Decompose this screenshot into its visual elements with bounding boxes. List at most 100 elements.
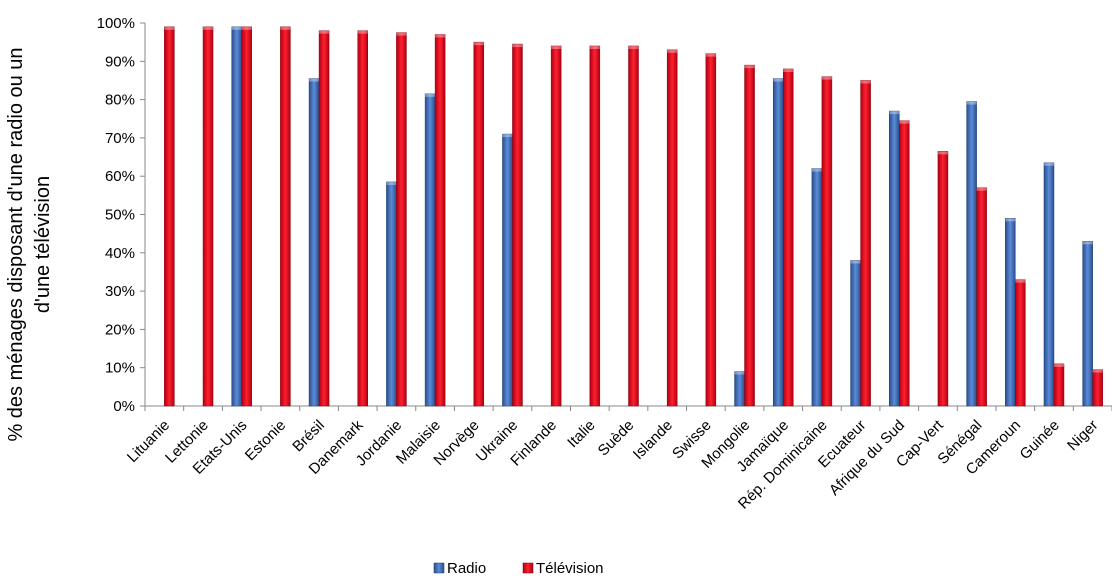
legend-swatch-radio bbox=[433, 562, 445, 574]
y-tick-label: 70% bbox=[105, 130, 135, 147]
bar-bevel bbox=[589, 45, 600, 49]
bar-bevel bbox=[512, 44, 523, 48]
bar-bevel bbox=[744, 65, 755, 69]
bar-bevel bbox=[1043, 162, 1054, 166]
bar-television bbox=[202, 26, 214, 407]
bar-television bbox=[318, 30, 330, 407]
bar-radio bbox=[424, 93, 436, 407]
bar-television bbox=[744, 64, 755, 407]
bar-bevel bbox=[309, 78, 320, 82]
bar-bevel bbox=[889, 111, 900, 115]
y-tick-label: 40% bbox=[105, 245, 135, 262]
legend: Radio Télévision bbox=[433, 560, 604, 577]
x-tick-label: Italie bbox=[564, 417, 598, 451]
bar-television bbox=[1053, 363, 1065, 407]
bar-bevel bbox=[705, 53, 716, 57]
bar-bevel bbox=[1053, 363, 1064, 367]
bar-television bbox=[280, 26, 291, 407]
bar-bevel bbox=[241, 26, 252, 30]
y-tick-label: 30% bbox=[105, 283, 135, 300]
bar-bevel bbox=[473, 42, 484, 46]
bar-bevel bbox=[425, 93, 436, 97]
bar-bevel bbox=[551, 45, 562, 49]
bar-radio bbox=[386, 181, 397, 407]
y-tick-label: 50% bbox=[105, 207, 135, 224]
bar-bevel bbox=[734, 371, 745, 375]
bar-radio bbox=[734, 371, 745, 407]
bar-television bbox=[705, 53, 717, 407]
y-tick-label: 80% bbox=[105, 92, 135, 109]
bar-television bbox=[434, 34, 446, 407]
bar-radio bbox=[850, 260, 861, 407]
bar-radio bbox=[502, 133, 513, 407]
bar-radio bbox=[966, 101, 977, 407]
bar-bevel bbox=[773, 78, 784, 82]
bar-radio bbox=[811, 168, 823, 407]
x-tick-label: Niger bbox=[1064, 417, 1101, 454]
bar-bevel bbox=[319, 30, 330, 34]
bar-bevel bbox=[502, 134, 513, 138]
bar-television bbox=[1092, 369, 1103, 407]
bar-radio bbox=[1005, 218, 1016, 407]
bar-bevel bbox=[1015, 279, 1026, 283]
bar-television bbox=[666, 49, 678, 407]
bar-radio bbox=[772, 78, 784, 407]
y-axis-title-line: % des ménages disposant d'une radio ou u… bbox=[5, 47, 27, 441]
bar-television bbox=[821, 76, 833, 407]
bar-bevel bbox=[783, 68, 794, 72]
bar-television bbox=[899, 120, 910, 407]
bar-bevel bbox=[811, 168, 822, 172]
bar-bevel bbox=[386, 181, 397, 185]
bar-bevel bbox=[899, 120, 910, 124]
bar-bevel bbox=[280, 26, 291, 30]
y-tick-label: 0% bbox=[113, 398, 135, 415]
bar-radio bbox=[1082, 241, 1093, 407]
bar-bevel bbox=[1082, 241, 1093, 245]
bar-television bbox=[241, 26, 252, 407]
bar-television bbox=[589, 45, 601, 407]
bar-television bbox=[164, 26, 175, 407]
bar-television bbox=[976, 187, 987, 407]
bar-bevel bbox=[357, 30, 368, 34]
bar-radio bbox=[231, 26, 242, 407]
bar-television bbox=[937, 151, 949, 407]
bar-bevel bbox=[850, 260, 861, 264]
bar-radio bbox=[1043, 162, 1055, 407]
y-tick-label: 100% bbox=[97, 15, 135, 32]
bar-television bbox=[1015, 279, 1026, 407]
bar-bevel bbox=[966, 101, 977, 105]
y-tick-label: 10% bbox=[105, 360, 135, 377]
x-tick-label: Guinée bbox=[1017, 417, 1063, 463]
bar-television bbox=[396, 32, 407, 407]
bar-bevel bbox=[860, 80, 871, 84]
bar-bevel bbox=[937, 151, 948, 155]
bar-bevel bbox=[628, 45, 639, 49]
bar-television bbox=[357, 30, 368, 407]
y-tick-label: 90% bbox=[105, 53, 135, 70]
legend-label-television: Télévision bbox=[536, 560, 604, 577]
x-tick-label: Estonie bbox=[242, 417, 289, 464]
bar-bevel bbox=[231, 26, 242, 30]
bar-bevel bbox=[435, 34, 446, 38]
legend-swatch-television bbox=[522, 562, 534, 574]
bar-bevel bbox=[976, 187, 987, 191]
y-tick-label: 60% bbox=[105, 168, 135, 185]
x-tick-label: Islande bbox=[630, 417, 676, 463]
y-axis: 0% 10% 20% 30% 40% 50% 60% 70% 80% 90% 100% bbox=[97, 15, 145, 415]
y-axis-title: % des ménages disposant d'une radio ou u… bbox=[5, 47, 54, 441]
bar-bevel bbox=[203, 26, 214, 30]
bar-bevel bbox=[1092, 369, 1103, 373]
bar-bevel bbox=[164, 26, 175, 30]
bar-television bbox=[782, 68, 794, 407]
bar-television bbox=[473, 41, 485, 407]
bar-bevel bbox=[667, 49, 678, 53]
bar-radio bbox=[308, 78, 320, 407]
bar-bevel bbox=[396, 32, 407, 36]
bar-radio bbox=[889, 110, 900, 407]
bar-television bbox=[628, 45, 639, 407]
y-tick-label: 20% bbox=[105, 321, 135, 338]
legend-label-radio: Radio bbox=[447, 560, 486, 577]
bar-bevel bbox=[821, 76, 832, 80]
